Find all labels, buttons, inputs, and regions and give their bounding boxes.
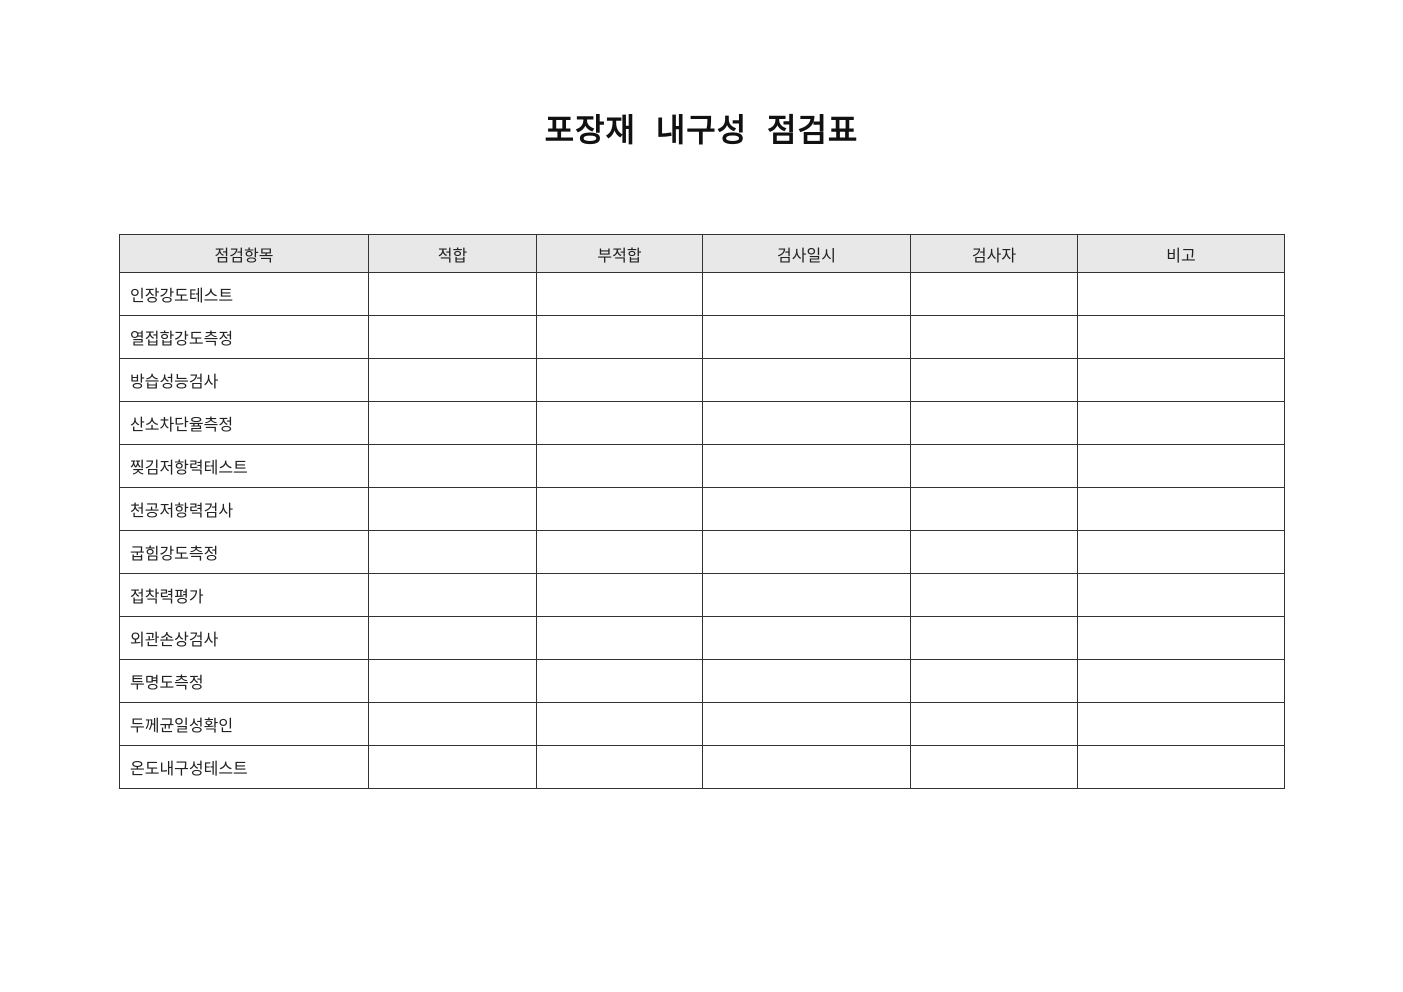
blank-cell xyxy=(536,444,703,488)
table-header-row: 점검항목 적합 부적합 검사일시 검사자 비고 xyxy=(119,234,1285,273)
blank-cell xyxy=(702,444,911,488)
blank-cell xyxy=(910,444,1078,488)
blank-cell xyxy=(1077,358,1285,402)
blank-cell xyxy=(910,358,1078,402)
blank-cell xyxy=(368,315,537,359)
table-body: 인장강도테스트 열접합강도측정 방습성능검사 산소차단율측정 찢김저항력테스트 천공저항력… xyxy=(119,272,1285,789)
blank-cell xyxy=(702,702,911,746)
inspection-item-label: 접착력평가 xyxy=(119,573,369,617)
column-header-5: 비고 xyxy=(1077,234,1285,273)
table-row: 두께균일성확인 xyxy=(119,702,1285,746)
blank-cell xyxy=(702,659,911,703)
blank-cell xyxy=(910,315,1078,359)
blank-cell xyxy=(1077,487,1285,531)
column-header-2: 부적합 xyxy=(536,234,703,273)
blank-cell xyxy=(910,702,1078,746)
blank-cell xyxy=(702,573,911,617)
blank-cell xyxy=(536,616,703,660)
blank-cell xyxy=(1077,659,1285,703)
inspection-item-label: 열접합강도측정 xyxy=(119,315,369,359)
blank-cell xyxy=(536,745,703,789)
blank-cell xyxy=(1077,444,1285,488)
inspection-item-label: 천공저항력검사 xyxy=(119,487,369,531)
blank-cell xyxy=(536,272,703,316)
inspection-item-label: 산소차단율측정 xyxy=(119,401,369,445)
blank-cell xyxy=(702,616,911,660)
table-row: 온도내구성테스트 xyxy=(119,745,1285,789)
column-header-0: 점검항목 xyxy=(119,234,369,273)
blank-cell xyxy=(702,745,911,789)
table-row: 접착력평가 xyxy=(119,573,1285,617)
blank-cell xyxy=(1077,573,1285,617)
blank-cell xyxy=(536,659,703,703)
blank-cell xyxy=(1077,616,1285,660)
blank-cell xyxy=(1077,401,1285,445)
table-row: 방습성능검사 xyxy=(119,358,1285,402)
blank-cell xyxy=(368,702,537,746)
blank-cell xyxy=(536,573,703,617)
blank-cell xyxy=(368,401,537,445)
table-row: 찢김저항력테스트 xyxy=(119,444,1285,488)
column-header-3: 검사일시 xyxy=(702,234,911,273)
blank-cell xyxy=(910,659,1078,703)
blank-cell xyxy=(702,401,911,445)
blank-cell xyxy=(910,745,1078,789)
inspection-item-label: 인장강도테스트 xyxy=(119,272,369,316)
blank-cell xyxy=(702,315,911,359)
table-row: 투명도측정 xyxy=(119,659,1285,703)
blank-cell xyxy=(536,530,703,574)
inspection-item-label: 투명도측정 xyxy=(119,659,369,703)
blank-cell xyxy=(910,401,1078,445)
inspection-item-label: 외관손상검사 xyxy=(119,616,369,660)
table-row: 산소차단율측정 xyxy=(119,401,1285,445)
blank-cell xyxy=(536,487,703,531)
blank-cell xyxy=(1077,272,1285,316)
inspection-item-label: 온도내구성테스트 xyxy=(119,745,369,789)
checklist-table: 점검항목 적합 부적합 검사일시 검사자 비고 인장강도테스트 열접합강도측정 방습성능검사 산… xyxy=(119,234,1285,789)
inspection-item-label: 굽힘강도측정 xyxy=(119,530,369,574)
column-header-4: 검사자 xyxy=(910,234,1078,273)
blank-cell xyxy=(910,487,1078,531)
inspection-item-label: 두께균일성확인 xyxy=(119,702,369,746)
blank-cell xyxy=(910,616,1078,660)
blank-cell xyxy=(368,616,537,660)
table-row: 굽힘강도측정 xyxy=(119,530,1285,574)
blank-cell xyxy=(368,573,537,617)
table-row: 열접합강도측정 xyxy=(119,315,1285,359)
table-row: 천공저항력검사 xyxy=(119,487,1285,531)
blank-cell xyxy=(368,487,537,531)
column-header-1: 적합 xyxy=(368,234,537,273)
blank-cell xyxy=(1077,702,1285,746)
blank-cell xyxy=(368,444,537,488)
blank-cell xyxy=(368,272,537,316)
page-title: 포장재 내구성 점검표 xyxy=(544,112,859,148)
blank-cell xyxy=(536,702,703,746)
blank-cell xyxy=(1077,745,1285,789)
blank-cell xyxy=(536,315,703,359)
blank-cell xyxy=(368,745,537,789)
blank-cell xyxy=(910,573,1078,617)
blank-cell xyxy=(1077,315,1285,359)
blank-cell xyxy=(368,530,537,574)
blank-cell xyxy=(910,272,1078,316)
blank-cell xyxy=(702,530,911,574)
blank-cell xyxy=(536,358,703,402)
inspection-item-label: 방습성능검사 xyxy=(119,358,369,402)
blank-cell xyxy=(702,272,911,316)
blank-cell xyxy=(702,487,911,531)
inspection-item-label: 찢김저항력테스트 xyxy=(119,444,369,488)
blank-cell xyxy=(368,358,537,402)
table-row: 인장강도테스트 xyxy=(119,272,1285,316)
blank-cell xyxy=(910,530,1078,574)
blank-cell xyxy=(368,659,537,703)
table-row: 외관손상검사 xyxy=(119,616,1285,660)
blank-cell xyxy=(702,358,911,402)
blank-cell xyxy=(536,401,703,445)
blank-cell xyxy=(1077,530,1285,574)
